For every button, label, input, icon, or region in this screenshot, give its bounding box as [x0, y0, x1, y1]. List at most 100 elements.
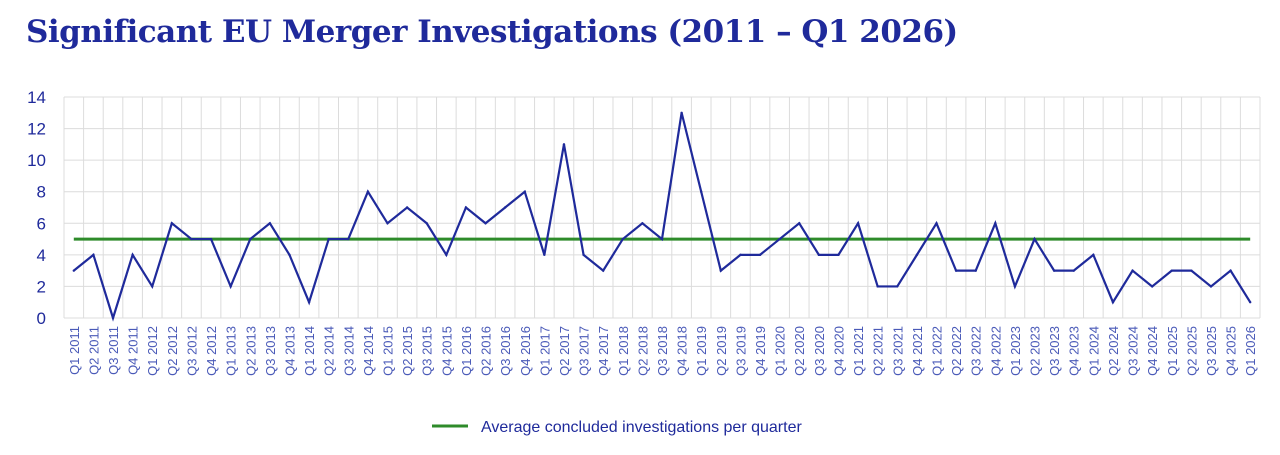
x-tick-label: Q2 2014: [322, 326, 337, 376]
data-point: [288, 253, 291, 257]
data-point: [601, 269, 605, 272]
x-axis-ticks: Q1 2011 Q2 2011 Q3 2011 Q4 2011 Q1 2012 Q2 20…: [67, 326, 1258, 376]
x-tick-label: Q3 2016: [498, 326, 513, 376]
x-tick-label: Q1 2014: [302, 326, 317, 376]
data-point: [170, 222, 174, 225]
x-tick-label: Q1 2022: [929, 326, 944, 376]
x-tick-label: Q2 2011: [86, 326, 101, 375]
y-tick-label: 8: [37, 183, 46, 202]
data-point: [954, 269, 958, 272]
x-tick-label: Q3 2015: [420, 326, 435, 376]
data-point: [915, 253, 919, 257]
chart-title: Significant EU Merger Investigations (20…: [26, 14, 958, 50]
y-tick-label: 12: [27, 120, 46, 139]
data-point: [1013, 285, 1017, 288]
x-tick-label: Q3 2021: [890, 326, 905, 376]
data-point: [1033, 237, 1036, 241]
x-tick-label: Q1 2023: [1008, 326, 1023, 376]
data-point: [151, 285, 154, 288]
data-point: [1131, 269, 1134, 272]
data-point: [523, 190, 526, 193]
x-tick-label: Q1 2026: [1243, 326, 1258, 376]
x-tick-label: Q3 2025: [1204, 326, 1219, 376]
x-tick-label: Q3 2014: [341, 326, 356, 376]
x-tick-label: Q4 2023: [1067, 326, 1082, 376]
data-series-line: [73, 112, 1252, 322]
x-tick-label: Q3 2017: [577, 326, 592, 376]
data-point: [739, 253, 742, 257]
x-tick-label: Q1 2021: [851, 326, 866, 376]
x-tick-label: Q2 2019: [714, 326, 729, 376]
x-tick-label: Q3 2024: [1126, 326, 1141, 376]
x-tick-label: Q2 2016: [479, 326, 494, 376]
legend-label-average: Average concluded investigations per qua…: [481, 419, 802, 436]
data-point: [837, 253, 840, 257]
x-tick-label: Q1 2015: [381, 326, 396, 376]
x-tick-label: Q3 2023: [1047, 326, 1062, 376]
x-tick-label: Q4 2012: [204, 326, 219, 376]
x-tick-label: Q2 2013: [243, 326, 258, 376]
x-tick-label: Q2 2017: [557, 326, 572, 376]
x-tick-label: Q2 2018: [635, 326, 650, 376]
data-point: [856, 222, 860, 225]
data-point: [817, 253, 821, 257]
x-tick-label: Q1 2020: [773, 326, 788, 376]
data-point: [798, 222, 801, 225]
x-tick-label: Q2 2024: [1106, 326, 1121, 376]
data-point: [1092, 253, 1095, 257]
y-tick-label: 6: [37, 214, 46, 233]
data-point: [229, 285, 232, 288]
x-tick-label: Q1 2016: [459, 326, 474, 376]
x-tick-label: Q4 2021: [910, 326, 925, 376]
data-point: [1229, 269, 1232, 272]
data-point: [92, 253, 95, 257]
data-point: [758, 253, 762, 257]
x-tick-label: Q2 2022: [949, 326, 964, 376]
x-tick-label: Q4 2015: [439, 326, 454, 376]
data-point: [503, 206, 507, 209]
data-point: [876, 285, 879, 288]
data-point: [680, 111, 683, 114]
data-point: [268, 222, 272, 225]
x-tick-label: Q1 2011: [67, 326, 82, 375]
x-tick-label: Q4 2020: [831, 326, 846, 376]
x-tick-label: Q3 2011: [106, 326, 121, 375]
data-point: [1209, 285, 1213, 288]
x-tick-label: Q1 2018: [616, 326, 631, 376]
data-point: [778, 237, 781, 241]
data-point: [621, 237, 624, 241]
x-tick-label: Q3 2020: [812, 326, 827, 376]
data-point: [405, 206, 409, 209]
x-tick-label: Q2 2025: [1184, 326, 1199, 376]
x-tick-label: Q3 2013: [263, 326, 278, 376]
data-point: [1170, 269, 1173, 272]
data-point: [209, 237, 213, 241]
data-point: [700, 190, 703, 193]
x-tick-label: Q1 2012: [145, 326, 160, 376]
x-tick-label: Q1 2024: [1086, 326, 1101, 376]
x-tick-label: Q4 2019: [753, 326, 768, 376]
x-tick-label: Q3 2018: [655, 326, 670, 376]
data-point: [190, 237, 193, 241]
data-point: [641, 222, 644, 225]
data-point: [660, 237, 664, 241]
data-point: [562, 143, 566, 146]
data-point: [445, 253, 448, 257]
data-point: [994, 222, 997, 225]
data-point: [1190, 269, 1193, 272]
data-point: [347, 237, 350, 241]
x-tick-label: Q2 2012: [165, 326, 180, 376]
data-point: [1052, 269, 1056, 272]
data-point: [327, 237, 330, 241]
data-point: [386, 222, 389, 225]
data-point: [1248, 301, 1252, 304]
x-tick-label: Q1 2019: [694, 326, 709, 376]
x-tick-label: Q2 2023: [1028, 326, 1043, 376]
data-point: [366, 190, 370, 193]
y-tick-label: 0: [37, 309, 46, 328]
data-point: [543, 253, 546, 257]
data-point: [719, 269, 723, 272]
data-point: [896, 285, 899, 288]
x-tick-label: Q1 2017: [537, 326, 552, 376]
